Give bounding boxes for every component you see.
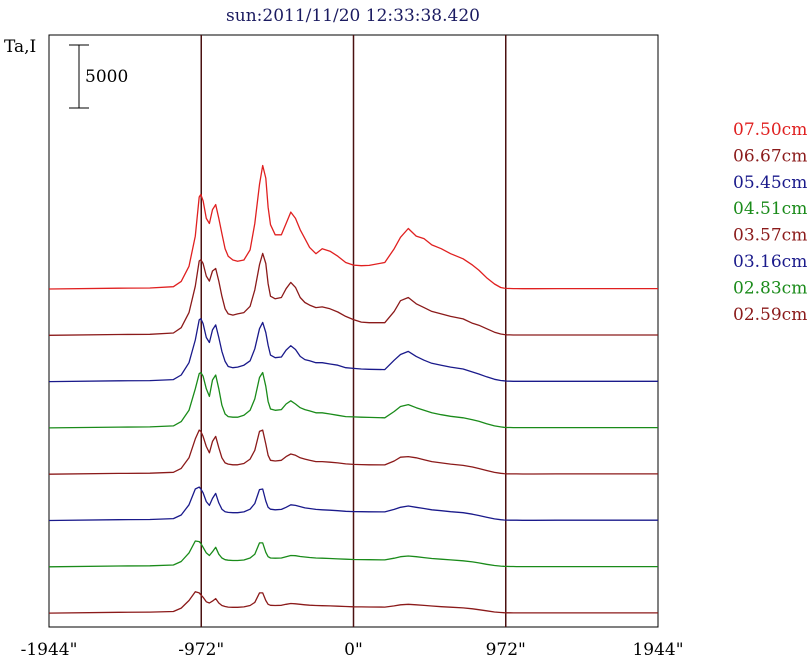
- legend-item-03.57cm: 03.57cm: [733, 226, 807, 246]
- legend-item-03.16cm: 03.16cm: [733, 252, 807, 272]
- scale-bar-label: 5000: [85, 67, 128, 87]
- x-tick-label-0: -1944": [21, 640, 78, 660]
- legend-item-04.51cm: 04.51cm: [733, 199, 807, 219]
- series-line-05.45cm: [48, 317, 658, 383]
- legend: 07.50cm 06.67cm 05.45cm 04.51cm 03.57cm 03.16…: [733, 120, 807, 325]
- series-line-02.59cm: [48, 591, 658, 614]
- series-line-04.51cm: [48, 371, 658, 429]
- x-tick-label-2: 0": [344, 640, 363, 660]
- legend-item-05.45cm: 05.45cm: [733, 173, 807, 193]
- legend-item-02.83cm: 02.83cm: [733, 278, 807, 298]
- legend-item-02.59cm: 02.59cm: [733, 305, 807, 325]
- series-line-03.57cm: [48, 429, 658, 475]
- series-line-06.67cm: [48, 252, 658, 336]
- y-axis-label: Ta,I: [4, 37, 36, 57]
- x-tick-label-1: -972": [178, 640, 224, 660]
- x-tick-labels: -1944" -972" 0" 972" 1944": [21, 640, 684, 660]
- series-line-07.50cm: [48, 164, 658, 290]
- chart-title: sun:2011/11/20 12:33:38.420: [226, 6, 480, 26]
- series-group: [48, 164, 658, 614]
- scale-bar: 5000: [69, 44, 128, 109]
- x-tick-label-3: 972": [486, 640, 526, 660]
- x-tick-label-4: 1944": [632, 640, 683, 660]
- reference-lines: [200, 35, 507, 627]
- series-line-03.16cm: [48, 486, 658, 522]
- series-line-02.83cm: [48, 540, 658, 568]
- legend-item-07.50cm: 07.50cm: [733, 120, 807, 140]
- legend-item-06.67cm: 06.67cm: [733, 146, 807, 166]
